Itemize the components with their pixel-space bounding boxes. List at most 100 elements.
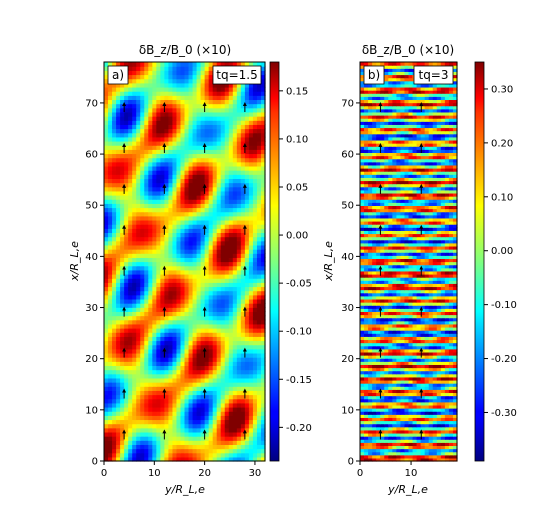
heatmap-cell [424, 383, 430, 387]
heatmap-cell [376, 420, 381, 425]
heatmap-cell [188, 132, 194, 138]
heatmap-cell [108, 261, 113, 267]
heatmap-cell [416, 392, 422, 397]
heatmap-cell [432, 326, 438, 331]
heatmap-cell [128, 440, 133, 445]
heatmap-cell [148, 323, 153, 329]
heatmap-cell [376, 320, 381, 325]
heatmap-cell [184, 311, 190, 317]
heatmap-cell [156, 357, 161, 362]
heatmap-cell [420, 367, 426, 372]
heatmap-cell [444, 348, 450, 353]
heatmap-cell [132, 136, 137, 142]
heatmap-cell [248, 170, 254, 175]
heatmap-cell [108, 174, 113, 179]
heatmap-cell [452, 417, 458, 422]
heatmap-cell [196, 282, 202, 288]
heatmap-cell [108, 436, 113, 441]
heatmap-cell [208, 307, 214, 312]
heatmap-cell [164, 111, 170, 117]
heatmap-cell [260, 361, 266, 367]
heatmap-cell [248, 444, 254, 450]
heatmap-cell [140, 278, 145, 283]
heatmap-cell [144, 199, 149, 204]
heatmap-cell [420, 404, 426, 409]
heatmap-cell [112, 132, 117, 138]
heatmap-cell [384, 361, 389, 365]
heatmap-cell [260, 273, 266, 279]
heatmap-cell [216, 128, 222, 134]
heatmap-cell [380, 423, 385, 428]
heatmap-cell [400, 323, 406, 328]
heatmap-cell [368, 448, 373, 453]
heatmap-cell [196, 303, 202, 308]
heatmap-cell [388, 339, 393, 344]
heatmap-cell [112, 294, 117, 300]
heatmap-cell [116, 240, 121, 246]
heatmap-cell [240, 91, 246, 96]
heatmap-cell [212, 286, 218, 292]
heatmap-cell [372, 451, 377, 456]
heatmap-cell [256, 178, 262, 184]
heatmap-cell [208, 398, 214, 404]
heatmap-cell [404, 323, 410, 328]
heatmap-cell [136, 377, 141, 383]
heatmap-cell [368, 417, 373, 422]
heatmap-cell [448, 445, 454, 450]
heatmap-cell [260, 174, 266, 179]
heatmap-cell [368, 345, 373, 350]
heatmap-cell [144, 232, 149, 238]
heatmap-cell [112, 365, 117, 371]
heatmap-cell [248, 161, 254, 167]
heatmap-cell [248, 182, 254, 188]
heatmap-cell [412, 442, 418, 447]
heatmap-cell [140, 219, 145, 225]
heatmap-cell [252, 382, 258, 387]
heatmap-cell [128, 82, 133, 88]
heatmap-cell [208, 149, 214, 155]
heatmap-cell [152, 261, 157, 267]
heatmap-cell [252, 199, 258, 204]
heatmap-cell [152, 436, 157, 441]
heatmap-cell [440, 323, 446, 328]
heatmap-cell [148, 195, 153, 200]
heatmap-cell [360, 417, 365, 422]
heatmap-cell [232, 190, 238, 196]
heatmap-cell [256, 219, 262, 225]
heatmap-cell [200, 386, 206, 391]
heatmap-cell [160, 153, 165, 159]
heatmap-cell [436, 395, 442, 400]
heatmap-cell [168, 232, 174, 238]
heatmap-cell [248, 91, 254, 96]
heatmap-cell [112, 174, 117, 179]
heatmap-cell [416, 373, 422, 378]
heatmap-cell [172, 261, 178, 267]
heatmap-cell [420, 345, 426, 350]
heatmap-cell [152, 186, 157, 192]
heatmap-cell [256, 440, 262, 445]
heatmap-cell [452, 326, 458, 331]
heatmap-cell [140, 448, 145, 454]
heatmap-cell [256, 352, 262, 358]
heatmap-cell [128, 70, 133, 76]
heatmap-cell [196, 249, 202, 254]
heatmap-cell [432, 383, 438, 387]
heatmap-cell [204, 182, 210, 188]
heatmap-cell [384, 432, 389, 437]
heatmap-cell [236, 153, 242, 159]
heatmap-cell [384, 355, 389, 359]
panel-b-title: δB_z/B_0 (×10) [362, 43, 454, 57]
heatmap-cell [160, 290, 165, 296]
heatmap-cell [244, 157, 250, 163]
heatmap-cell [180, 456, 186, 462]
heatmap-cell [116, 332, 121, 337]
heatmap-cell [148, 444, 153, 450]
heatmap-cell [380, 445, 385, 450]
heatmap-cell [380, 348, 385, 353]
heatmap-cell [172, 365, 178, 371]
heatmap-cell [192, 107, 198, 113]
heatmap-cell [444, 323, 450, 328]
heatmap-cell [388, 414, 393, 418]
x-tick-label: 30 [249, 468, 262, 479]
heatmap-cell [240, 145, 246, 150]
